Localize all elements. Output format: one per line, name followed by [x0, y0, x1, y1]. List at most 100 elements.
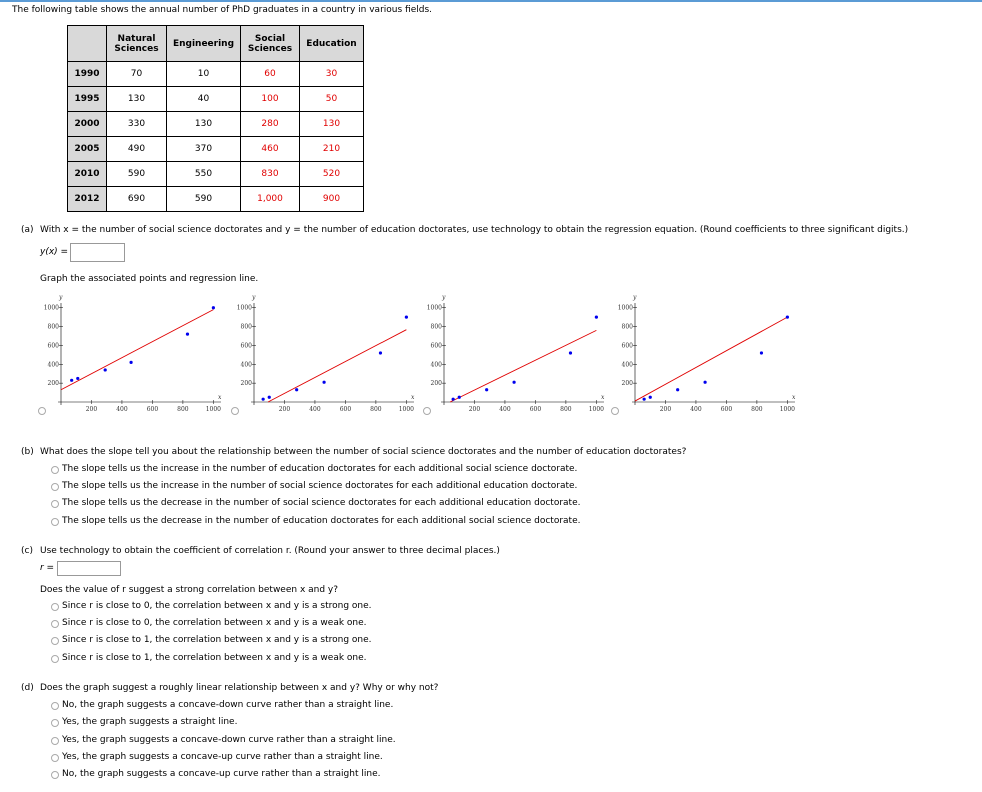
data-point	[676, 388, 680, 392]
x-tick-label: 400	[690, 406, 702, 413]
data-point	[642, 397, 646, 401]
radio-button[interactable]	[51, 518, 59, 526]
x-tick-label: 800	[751, 406, 763, 413]
data-table: Natural Sciences Engineering Social Scienc…	[67, 25, 364, 212]
y-tick-label: 1000	[427, 305, 442, 312]
radio-button[interactable]	[51, 719, 59, 727]
radio-button[interactable]	[51, 737, 59, 745]
y-tick-label: 400	[241, 361, 253, 368]
regression-line	[634, 316, 788, 402]
data-point	[267, 395, 271, 399]
intro: The following table shows the annual num…	[12, 5, 432, 15]
radio-button[interactable]	[51, 754, 59, 762]
option-text: The slope tells us the decrease in the n…	[62, 498, 581, 508]
question: What does the slope tell you about the r…	[40, 447, 687, 457]
option-text: Yes, the graph suggests a concave-up cur…	[62, 752, 383, 762]
y-tick-label: 800	[622, 324, 634, 331]
x-axis-label: x	[411, 394, 415, 401]
option-text: Since r is close to 1, the correlation b…	[62, 653, 367, 663]
data-point	[485, 388, 489, 392]
row-header: 2000	[67, 111, 107, 137]
data-point	[451, 397, 455, 401]
data-point	[404, 315, 408, 319]
part-label: (c)	[21, 546, 33, 556]
y-tick-label: 200	[241, 380, 253, 387]
followup: Does the value of r suggest a strong cor…	[40, 585, 339, 595]
x-tick-label: 1000	[589, 406, 604, 413]
data-point	[648, 395, 652, 399]
regression-line	[267, 329, 407, 403]
cell: 130	[166, 111, 241, 137]
radio-button[interactable]	[423, 407, 431, 415]
data-point	[568, 351, 573, 355]
data-point	[76, 376, 80, 381]
radio-button[interactable]	[51, 620, 59, 628]
x-tick-label: 200	[469, 406, 481, 413]
data-point	[185, 332, 190, 336]
cell: 690	[106, 186, 167, 212]
row-header: 2012	[67, 186, 107, 212]
radio-button[interactable]	[51, 637, 59, 645]
x-tick-label: 400	[116, 406, 128, 413]
y-tick-label: 800	[431, 324, 443, 331]
y-tick-label: 800	[241, 324, 253, 331]
cell: 10	[166, 61, 241, 87]
radio-button[interactable]	[51, 771, 59, 779]
data-point	[261, 397, 265, 401]
radio-button[interactable]	[51, 466, 59, 474]
x-tick-label: 600	[147, 406, 159, 413]
top-bar	[0, 0, 982, 2]
data-point	[594, 315, 598, 319]
cell: 460	[240, 136, 300, 162]
data-point	[703, 380, 707, 384]
x-tick-label: 800	[560, 406, 572, 413]
radio-button[interactable]	[231, 407, 239, 415]
option-text: The slope tells us the increase in the n…	[62, 464, 578, 474]
y-tick-label: 1000	[237, 305, 252, 312]
data-point	[785, 315, 789, 319]
data-point	[129, 360, 133, 364]
cell: 40	[166, 86, 241, 112]
y-tick-label: 400	[622, 361, 634, 368]
cell: 60	[240, 61, 300, 87]
x-tick-label: 200	[279, 406, 291, 413]
radio-button[interactable]	[38, 407, 46, 415]
row-header: 2005	[67, 136, 107, 162]
column-header: Natural Sciences	[106, 25, 167, 62]
answer-input[interactable]	[70, 243, 125, 262]
x-axis-label: x	[792, 394, 796, 401]
radio-button[interactable]	[611, 407, 619, 415]
y-tick-label: 400	[431, 361, 443, 368]
option-text: No, the graph suggests a concave-down cu…	[62, 700, 394, 710]
radio-button[interactable]	[51, 655, 59, 663]
graph-instruction: Graph the associated points and regressi…	[40, 274, 259, 284]
data-point	[759, 351, 764, 355]
cell: 210	[299, 136, 364, 162]
cell: 590	[106, 161, 167, 187]
y-tick-label: 200	[431, 380, 443, 387]
table-row: 2005 490 370 460 210	[67, 136, 364, 162]
y-tick-label: 600	[48, 342, 60, 349]
y-tick-label: 600	[622, 342, 634, 349]
table-row: 1990 70 10 60 30	[67, 61, 364, 87]
cell: 900	[299, 186, 364, 212]
radio-button[interactable]	[51, 500, 59, 508]
data-point	[70, 378, 74, 382]
cell: 280	[240, 111, 300, 137]
radio-button[interactable]	[51, 702, 59, 710]
data-point	[211, 306, 215, 310]
y-tick-label: 400	[48, 361, 60, 368]
x-tick-label: 400	[499, 406, 511, 413]
x-tick-label: 200	[660, 406, 672, 413]
radio-button[interactable]	[51, 603, 59, 611]
graph-options: x y 200 400 600 800 1000 200 400 600 800 1000 x y 200 4…	[38, 294, 796, 415]
option-text: Yes, the graph suggests a straight line.	[62, 717, 238, 727]
regression-line	[60, 309, 214, 391]
radio-button[interactable]	[51, 483, 59, 491]
x-tick-label: 600	[340, 406, 352, 413]
data-point	[295, 388, 299, 392]
y-tick-label: 1000	[44, 305, 59, 312]
y-axis-label: y	[251, 294, 256, 301]
data-point	[103, 368, 107, 372]
answer-input[interactable]	[57, 561, 121, 576]
